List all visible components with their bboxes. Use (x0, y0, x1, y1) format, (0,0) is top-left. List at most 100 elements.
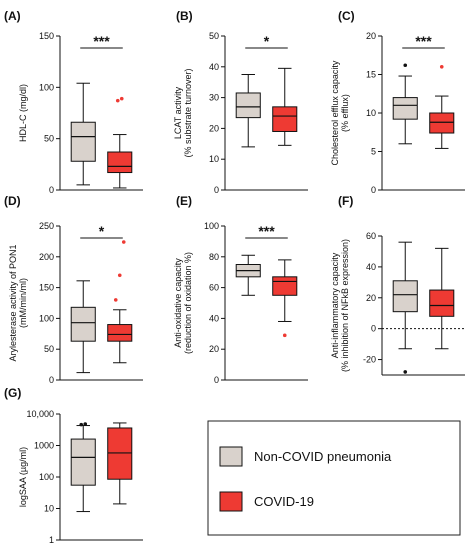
outlier-point (83, 422, 88, 426)
significance-marker: * (264, 33, 270, 49)
legend-swatch (219, 491, 243, 512)
outlier-point (403, 370, 408, 374)
y-tick-label: 10 (366, 108, 376, 118)
legend-item-covid-19: COVID-19 (219, 491, 314, 512)
iqr-box (272, 106, 298, 132)
y-tick-label: 150 (39, 283, 54, 293)
box-covid-19 (429, 65, 455, 149)
panel-c: (C) 0 5 10 15 20 Cholesterol efflux capacity (%… (330, 9, 465, 195)
y-tick-label: 50 (209, 31, 219, 41)
y-tick-label: 5 (371, 147, 376, 157)
iqr-box (272, 276, 298, 296)
y-axis-label: (reduction of oxidation %) (183, 252, 193, 354)
panel-letter: (C) (338, 9, 355, 23)
box-non-covid (392, 241, 418, 374)
y-tick-label: 250 (39, 221, 54, 231)
y-tick-label: 0 (49, 185, 54, 195)
panel-letter: (E) (176, 194, 192, 208)
y-tick-label: 50 (44, 344, 54, 354)
y-axis-label: (% substrate turnover) (183, 68, 193, 157)
box-covid-19 (272, 259, 298, 338)
iqr-box (429, 112, 455, 134)
y-axis-label: Cholesterol efflux capacity (330, 60, 340, 165)
y-axis-label: Anti-inflammatory capacity (330, 252, 340, 358)
iqr-box (429, 289, 455, 317)
panel-g: (G) 1 10 100 1000 10,000 logSAA (µg/ml) (4, 386, 143, 545)
panel-f: (F) -20 0 20 40 60 Anti-inflammatory capacity(… (330, 194, 465, 376)
outlier-point (439, 65, 444, 69)
panel-letter: (A) (4, 9, 21, 23)
box-non-covid (70, 422, 96, 513)
y-tick-label: 80 (209, 252, 219, 262)
iqr-box (70, 438, 96, 486)
iqr-box (235, 92, 261, 119)
legend-label: Non-COVID pneumonia (254, 449, 392, 464)
y-axis-label: HDL-C (mg/dl) (18, 84, 28, 142)
outlier-point (119, 96, 124, 101)
y-tick-label: 1000 (34, 441, 54, 451)
y-tick-label: 30 (209, 93, 219, 103)
iqr-box (70, 121, 96, 162)
y-axis-label: Anti-oxidative capacity (173, 258, 183, 348)
significance-marker: * (99, 223, 105, 239)
y-tick-label: 100 (39, 82, 54, 92)
iqr-box (107, 151, 133, 174)
box-non-covid (235, 74, 261, 148)
y-tick-label: 20 (209, 123, 219, 133)
outlier-point (79, 422, 84, 427)
panel-letter: (G) (4, 386, 21, 400)
legend-label: COVID-19 (254, 494, 314, 509)
box-covid-19 (107, 240, 133, 364)
y-tick-label: -20 (363, 355, 376, 365)
outlier-point (113, 298, 118, 302)
legend-item-non-covid: Non-COVID pneumonia (219, 446, 392, 467)
panel-letter: (D) (4, 194, 21, 208)
legend: Non-COVID pneumonia COVID-19 (219, 446, 392, 512)
legend-frame (207, 420, 461, 536)
panel-a: (A) 0 50 100 150 HDL-C (mg/dl) *** (4, 9, 143, 195)
box-covid-19 (429, 247, 455, 350)
iqr-box (392, 280, 418, 313)
iqr-box (107, 427, 133, 480)
y-axis-label: LCAT activity (173, 86, 183, 139)
box-covid-19 (107, 422, 133, 505)
y-tick-label: 100 (39, 313, 54, 323)
panel-e: (E) 0 20 40 60 80 100 Anti-oxidative capacity (r… (173, 194, 308, 385)
outlier-point (121, 240, 126, 244)
box-non-covid (392, 63, 418, 145)
y-tick-label: 20 (366, 31, 376, 41)
y-tick-label: 100 (204, 221, 219, 231)
legend-swatch (219, 446, 243, 467)
significance-marker: *** (93, 33, 110, 49)
y-tick-label: 10 (209, 154, 219, 164)
y-tick-label: 0 (371, 185, 376, 195)
y-tick-label: 15 (366, 70, 376, 80)
y-tick-label: 20 (209, 344, 219, 354)
y-tick-label: 40 (366, 262, 376, 272)
y-tick-label: 20 (366, 293, 376, 303)
outlier-point (117, 273, 122, 278)
y-tick-label: 0 (49, 375, 54, 385)
y-tick-label: 150 (39, 31, 54, 41)
iqr-box (107, 324, 133, 342)
box-covid-19 (107, 96, 133, 189)
y-tick-label: 100 (39, 472, 54, 482)
y-tick-label: 10 (44, 504, 54, 514)
y-axis-label: (mM/min/ml) (18, 278, 28, 328)
y-tick-label: 0 (214, 375, 219, 385)
y-tick-label: 40 (209, 62, 219, 72)
y-axis-label: Arylesterase activity of PON1 (8, 244, 18, 361)
panel-letter: (F) (338, 194, 353, 208)
outlier-point (115, 98, 120, 103)
significance-marker: *** (415, 33, 432, 49)
panel-d: (D) 0 50 100 150 200 250 Arylesterase activity … (4, 194, 143, 385)
y-tick-label: 0 (371, 324, 376, 334)
box-non-covid (70, 280, 96, 374)
outlier-point (403, 63, 408, 68)
y-tick-label: 50 (44, 134, 54, 144)
y-tick-label: 1 (49, 535, 54, 545)
significance-marker: *** (258, 223, 275, 239)
box-non-covid (70, 82, 96, 186)
iqr-box (70, 306, 96, 342)
y-axis-label: logSAA (µg/ml) (18, 447, 28, 507)
